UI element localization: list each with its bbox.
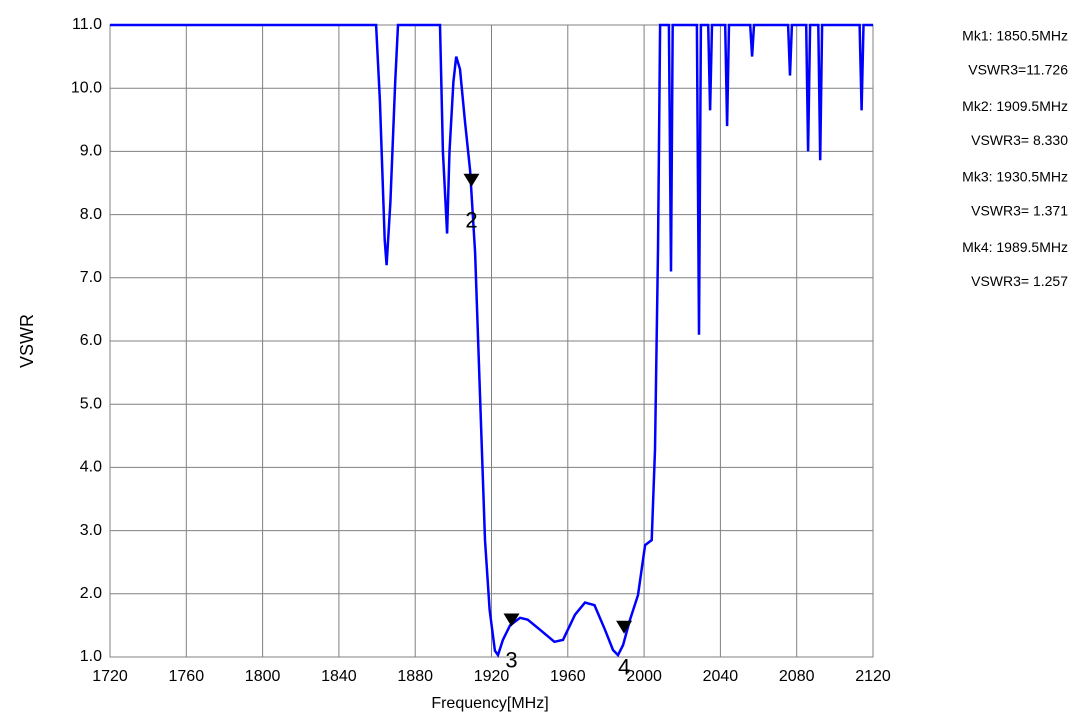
x-tick-label: 1880 <box>397 668 433 685</box>
x-axis-label: Frequency[MHz] <box>431 695 548 712</box>
marker-freq: Mk3: 1930.5MHz <box>962 169 1068 185</box>
marker-freq: Mk2: 1909.5MHz <box>962 98 1068 114</box>
marker-label: 3 <box>505 647 517 672</box>
y-tick-label: 6.0 <box>80 332 102 349</box>
marker-freq: Mk1: 1850.5MHz <box>962 28 1068 44</box>
marker-label: 2 <box>465 208 477 233</box>
x-tick-label: 2040 <box>703 668 739 685</box>
y-tick-label: 9.0 <box>80 143 102 160</box>
marker <box>503 613 520 627</box>
plot-border <box>109 24 874 658</box>
y-tick-label: 3.0 <box>80 522 102 539</box>
x-tick-label: 2120 <box>855 668 891 685</box>
y-tick-label: 10.0 <box>71 79 102 96</box>
x-tick-label: 1720 <box>92 668 128 685</box>
y-tick-label: 11.0 <box>72 16 102 33</box>
marker <box>463 173 480 187</box>
x-tick-label: 2080 <box>779 668 815 685</box>
y-axis-label: VSWR <box>17 314 37 368</box>
x-tick-label: 1800 <box>245 668 281 685</box>
y-tick-label: 1.0 <box>80 648 102 665</box>
x-tick-label: 1920 <box>474 668 510 685</box>
x-tick-label: 1760 <box>169 668 205 685</box>
marker-vswr: VSWR3=11.726 <box>968 62 1068 78</box>
y-tick-label: 2.0 <box>80 585 102 602</box>
y-tick-label: 8.0 <box>80 206 102 223</box>
marker-vswr: VSWR3= 1.371 <box>971 203 1068 219</box>
marker-vswr: VSWR3= 8.330 <box>971 132 1068 148</box>
line <box>110 23 873 658</box>
y-tick-label: 4.0 <box>80 459 102 476</box>
marker-vswr: VSWR3= 1.257 <box>971 273 1068 289</box>
x-tick-label: 2000 <box>626 668 662 685</box>
marker <box>616 620 633 634</box>
y-tick-label: 7.0 <box>80 269 102 286</box>
marker-label: 4 <box>618 655 630 680</box>
x-tick-label: 1960 <box>550 668 586 685</box>
y-tick-label: 5.0 <box>80 395 102 412</box>
x-tick-label: 1840 <box>321 668 357 685</box>
marker-freq: Mk4: 1989.5MHz <box>962 239 1068 255</box>
